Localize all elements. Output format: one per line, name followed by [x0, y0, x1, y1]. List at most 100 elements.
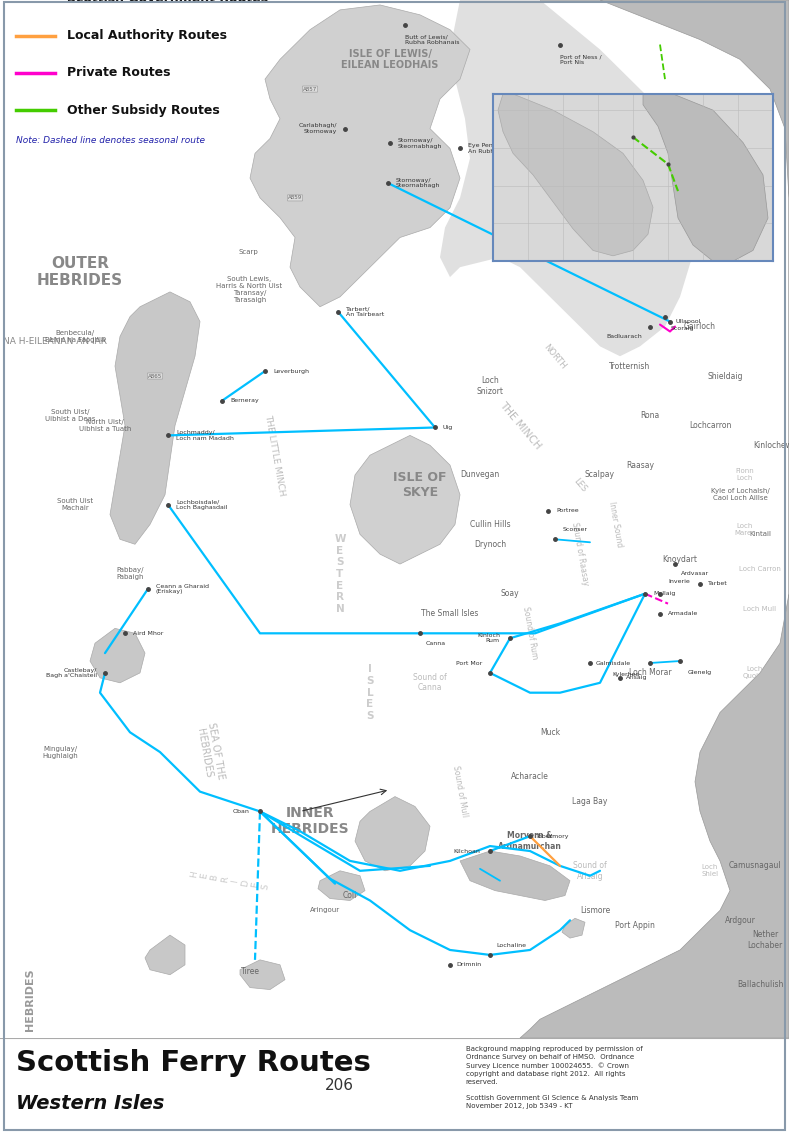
Text: Private Routes: Private Routes: [67, 67, 170, 79]
Text: SEA OF THE
HEBRIDES: SEA OF THE HEBRIDES: [194, 722, 226, 782]
Text: Nether
Lochaber: Nether Lochaber: [747, 931, 783, 950]
Text: Tarbert/
An Tairbeart: Tarbert/ An Tairbeart: [346, 307, 384, 317]
Text: LES: LES: [572, 477, 589, 494]
Text: Kyle of Lochalsh/
Caol Loch Aillse: Kyle of Lochalsh/ Caol Loch Aillse: [711, 488, 769, 501]
Text: Canna: Canna: [426, 641, 446, 645]
Text: Kylerhea: Kylerhea: [613, 672, 640, 677]
Text: Eye Peninsula/
An Rubha: Eye Peninsula/ An Rubha: [468, 144, 514, 154]
Text: Port Appin: Port Appin: [615, 920, 655, 929]
Text: I
S
L
E
S: I S L E S: [366, 664, 374, 721]
Text: INNER
HEBRIDES: INNER HEBRIDES: [271, 806, 350, 837]
Text: R Garr: R Garr: [759, 710, 781, 715]
Text: Drimnin: Drimnin: [456, 962, 481, 968]
Text: Sound of Mull: Sound of Mull: [451, 765, 469, 818]
Text: Loch Carron: Loch Carron: [739, 566, 781, 572]
Text: Mingulay/
Hughlaigh: Mingulay/ Hughlaigh: [42, 746, 78, 758]
Text: THE MINCH: THE MINCH: [497, 400, 543, 452]
Text: Uig: Uig: [443, 424, 453, 430]
Text: Ballachulish: Ballachulish: [737, 980, 783, 989]
Polygon shape: [498, 94, 653, 256]
Polygon shape: [318, 871, 365, 900]
Text: Shieldaig: Shieldaig: [707, 371, 742, 380]
Polygon shape: [250, 5, 470, 307]
Text: Stornoway/
Steornabhagh: Stornoway/ Steornabhagh: [396, 178, 440, 188]
Text: A859: A859: [288, 196, 302, 200]
Text: HEBRIDES: HEBRIDES: [25, 968, 35, 1031]
Text: Carlabhagh/
Stornoway: Carlabhagh/ Stornoway: [298, 123, 337, 134]
Polygon shape: [145, 935, 185, 975]
Text: Lochcarron: Lochcarron: [689, 421, 731, 430]
Text: Sound of
Canna: Sound of Canna: [413, 674, 447, 693]
Text: Rona: Rona: [641, 411, 660, 420]
Text: Taransay/
Tarasaigh: Taransay/ Tarasaigh: [234, 291, 267, 303]
Text: Scoraig: Scoraig: [671, 326, 694, 331]
Text: The Small Isles: The Small Isles: [421, 609, 479, 618]
Polygon shape: [520, 0, 789, 1038]
Text: Sound of
Arisaig: Sound of Arisaig: [573, 861, 607, 881]
Text: Ullapool: Ullapool: [676, 319, 701, 324]
Text: Oban: Oban: [233, 809, 250, 814]
Text: NORTH: NORTH: [542, 342, 568, 370]
Text: Lochaline: Lochaline: [496, 943, 526, 947]
Polygon shape: [645, 192, 685, 232]
Text: 206: 206: [325, 1078, 353, 1092]
Polygon shape: [350, 436, 460, 564]
Text: Stornoway/
Steornabhagh: Stornoway/ Steornabhagh: [398, 138, 443, 148]
Text: Camusnagaul: Camusnagaul: [729, 861, 781, 871]
Text: Galmisdale: Galmisdale: [596, 660, 631, 666]
Text: South Lewis,
Harris & North Uist: South Lewis, Harris & North Uist: [216, 275, 282, 289]
Text: Tarbet: Tarbet: [708, 582, 727, 586]
Text: Raasay: Raasay: [626, 461, 654, 470]
Text: North Uist/
Uibhist a Tuath: North Uist/ Uibhist a Tuath: [79, 419, 131, 432]
Polygon shape: [440, 0, 700, 357]
Text: Scalpay: Scalpay: [585, 471, 615, 480]
Text: A857: A857: [303, 86, 317, 92]
Text: Sound of Rum: Sound of Rum: [521, 607, 539, 660]
Text: Note: Dashed line denotes seasonal route: Note: Dashed line denotes seasonal route: [16, 136, 205, 145]
Text: Fionn
Loch: Fionn Loch: [735, 469, 754, 481]
Text: Cullin Hills: Cullin Hills: [469, 520, 510, 529]
Text: Inner Sound: Inner Sound: [607, 500, 623, 548]
Text: Scottish Government Routes: Scottish Government Routes: [67, 0, 268, 5]
Text: Gairloch: Gairloch: [684, 321, 716, 331]
Polygon shape: [355, 797, 430, 871]
Text: Glenelg: Glenelg: [688, 670, 712, 676]
Text: Ceann a Gharaid
(Eriskay): Ceann a Gharaid (Eriskay): [156, 584, 209, 594]
Polygon shape: [240, 960, 285, 989]
Text: Dunvegan: Dunvegan: [460, 471, 499, 480]
Text: Scottish Ferry Routes: Scottish Ferry Routes: [16, 1049, 371, 1078]
Text: Armadale: Armadale: [668, 611, 698, 616]
Text: Arisaig: Arisaig: [626, 676, 648, 680]
Text: Loch
Snizort: Loch Snizort: [477, 376, 503, 395]
Text: Morvern &
Ardnamurchan: Morvern & Ardnamurchan: [498, 831, 562, 851]
Text: ISLE OF LEWIS/
EILEAN LEODHAIS: ISLE OF LEWIS/ EILEAN LEODHAIS: [342, 49, 439, 70]
Text: Pabbay/
Pabaigh: Pabbay/ Pabaigh: [116, 567, 144, 581]
Text: A865: A865: [148, 374, 162, 378]
Text: Ardgour: Ardgour: [724, 916, 755, 925]
Text: Kintail: Kintail: [749, 531, 771, 538]
Polygon shape: [460, 851, 570, 900]
Text: Lochboisdale/
Loch Baghasdail: Lochboisdale/ Loch Baghasdail: [176, 499, 227, 509]
Polygon shape: [562, 918, 585, 938]
Polygon shape: [643, 94, 768, 261]
Text: Castlebay/
Bagh a'Chaisteil: Castlebay/ Bagh a'Chaisteil: [46, 668, 97, 678]
Text: Mallaig: Mallaig: [653, 591, 675, 597]
Text: Butt of Lewis/
Rubha Robhanais: Butt of Lewis/ Rubha Robhanais: [405, 34, 459, 45]
Text: Loch
Shiel: Loch Shiel: [701, 865, 719, 877]
Text: W
E
S
T
E
R
N: W E S T E R N: [335, 534, 346, 614]
Text: Tobermory: Tobermory: [536, 833, 570, 839]
Text: ISLE OF
SKYE: ISLE OF SKYE: [393, 471, 447, 499]
Text: South Uist
Machair: South Uist Machair: [57, 498, 93, 512]
Text: Lismore: Lismore: [580, 906, 610, 915]
Text: Kilchoan: Kilchoan: [453, 849, 480, 854]
Text: Aird Mhor: Aird Mhor: [133, 631, 163, 636]
Text: Lochmaddy/
Loch nam Madadh: Lochmaddy/ Loch nam Madadh: [176, 430, 234, 440]
Polygon shape: [110, 292, 200, 544]
Text: Other Subsidy Routes: Other Subsidy Routes: [67, 104, 220, 117]
Text: Enard
Bay: Enard Bay: [714, 119, 736, 138]
Text: Knoydart: Knoydart: [663, 555, 697, 564]
Text: Badluarach: Badluarach: [606, 334, 642, 338]
Text: Port Mor: Port Mor: [456, 660, 482, 666]
Text: Inverie: Inverie: [668, 580, 690, 584]
Text: Ardvasar: Ardvasar: [681, 572, 709, 576]
